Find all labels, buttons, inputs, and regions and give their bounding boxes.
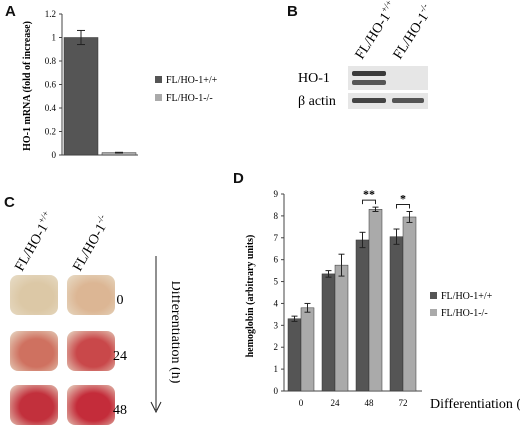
chart-d: hemoglobin (arbitrary units) 0 1 2 3 4 5 6 7 8 9 0… bbox=[245, 187, 520, 412]
bar-wt bbox=[63, 37, 99, 156]
differentiation-label: Differentiation (h) bbox=[168, 281, 180, 384]
bar-ko-0h bbox=[300, 307, 315, 392]
x-tick-label: 72 bbox=[399, 398, 408, 408]
time-label-0: 0 bbox=[117, 293, 124, 308]
x-tick-label: 24 bbox=[331, 398, 341, 408]
y-tick-label: 3 bbox=[274, 320, 279, 330]
band-actin-wt bbox=[352, 98, 386, 103]
column-label-wt: FL/HO-1+/+ bbox=[10, 209, 58, 274]
plate-wt-48h bbox=[10, 385, 58, 425]
y-tick-label: 8 bbox=[274, 211, 279, 221]
y-tick-label: 1.2 bbox=[45, 9, 56, 19]
significance-bracket bbox=[362, 199, 376, 205]
y-tick-label: 1 bbox=[274, 364, 279, 374]
svg-text:FL/HO-1-/-: FL/HO-1-/- bbox=[388, 2, 436, 63]
y-axis-label: hemoglobin (arbitrary units) bbox=[245, 235, 256, 358]
bar-wt-0h bbox=[287, 318, 302, 392]
significance-bracket bbox=[396, 204, 410, 209]
y-tick-label: 4 bbox=[274, 298, 279, 308]
bar-wt-72h bbox=[389, 236, 404, 392]
bar-ko-48h bbox=[368, 209, 383, 392]
legend: FL/HO-1+/+ FL/HO-1-/- bbox=[155, 75, 218, 104]
plate-ko-48h bbox=[67, 385, 115, 425]
y-tick-label: 0 bbox=[274, 386, 279, 396]
x-axis-label: Differentiation (h) bbox=[430, 397, 520, 412]
plate-header: FL/HO-1+/+ FL/HO-1-/- bbox=[10, 209, 109, 274]
time-label-48: 48 bbox=[113, 403, 127, 418]
y-tick-label: 0.8 bbox=[45, 56, 57, 66]
y-tick-label: 7 bbox=[274, 233, 279, 243]
plate-ko-0h bbox=[67, 275, 115, 315]
x-tick-label: 0 bbox=[299, 398, 304, 408]
y-tick-label: 9 bbox=[274, 189, 279, 199]
y-tick-label: 0.4 bbox=[45, 103, 57, 113]
legend-swatch-wt bbox=[430, 292, 437, 299]
y-tick-label: 6 bbox=[274, 255, 279, 265]
y-tick-label: 1 bbox=[52, 33, 57, 43]
panel-letter-c: C bbox=[4, 194, 15, 211]
row-label-actin: β actin bbox=[298, 94, 336, 109]
bar-wt-48h bbox=[355, 239, 370, 392]
legend-label-ko: FL/HO-1-/- bbox=[441, 308, 488, 319]
bar-wt-24h bbox=[321, 273, 336, 392]
bar-ko-24h bbox=[334, 264, 349, 392]
band-ho1-wt-upper bbox=[352, 71, 386, 76]
significance-stars: ** bbox=[363, 187, 375, 201]
panel-letter-a: A bbox=[5, 3, 16, 20]
plate-ko-24h bbox=[67, 331, 115, 371]
time-axis: 0 24 48 Differentiation (h) bbox=[113, 256, 180, 418]
plate-wt-24h bbox=[10, 331, 58, 371]
panel-letter-d: D bbox=[233, 170, 244, 187]
arrow-head bbox=[150, 401, 162, 414]
y-tick-label: 0.2 bbox=[45, 127, 56, 137]
time-label-24: 24 bbox=[113, 349, 127, 364]
lane-label-ko: FL/HO-1-/- bbox=[388, 2, 436, 63]
y-tick-label: 5 bbox=[274, 277, 279, 287]
legend-label-wt: FL/HO-1+/+ bbox=[441, 291, 493, 302]
band-ho1-wt-lower bbox=[352, 80, 386, 85]
band-actin-ko bbox=[392, 98, 424, 103]
western-blot: FL/HO-1+/+ FL/HO-1-/- HO-1 β actin bbox=[298, 0, 436, 109]
panel-letter-b: B bbox=[287, 3, 298, 20]
y-tick-label: 0 bbox=[52, 150, 57, 160]
y-axis-label: HO-1 mRNA (fold of increase) bbox=[22, 21, 33, 151]
y-tick-label: 2 bbox=[274, 342, 279, 352]
blot-membrane-ho1 bbox=[348, 66, 428, 90]
chart-a: HO-1 mRNA (fold of increase) 0 0.2 0.4 0.6 0… bbox=[22, 9, 218, 160]
plate-wt-0h bbox=[10, 275, 58, 315]
legend-label-wt: FL/HO-1+/+ bbox=[166, 75, 218, 86]
svg-text:FL/HO-1+/+: FL/HO-1+/+ bbox=[10, 209, 58, 274]
legend-swatch-wt bbox=[155, 76, 162, 83]
y-tick-label: 0.6 bbox=[45, 80, 57, 90]
significance-stars: * bbox=[400, 192, 406, 206]
bar-ko-72h bbox=[402, 216, 417, 392]
x-tick-label: 48 bbox=[365, 398, 375, 408]
legend-label-ko: FL/HO-1-/- bbox=[166, 93, 213, 104]
legend-swatch-ko bbox=[155, 94, 162, 101]
legend-swatch-ko bbox=[430, 309, 437, 316]
row-label-ho1: HO-1 bbox=[298, 71, 330, 86]
legend: FL/HO-1+/+ FL/HO-1-/- bbox=[430, 291, 493, 319]
blot-membrane-actin bbox=[348, 93, 428, 109]
